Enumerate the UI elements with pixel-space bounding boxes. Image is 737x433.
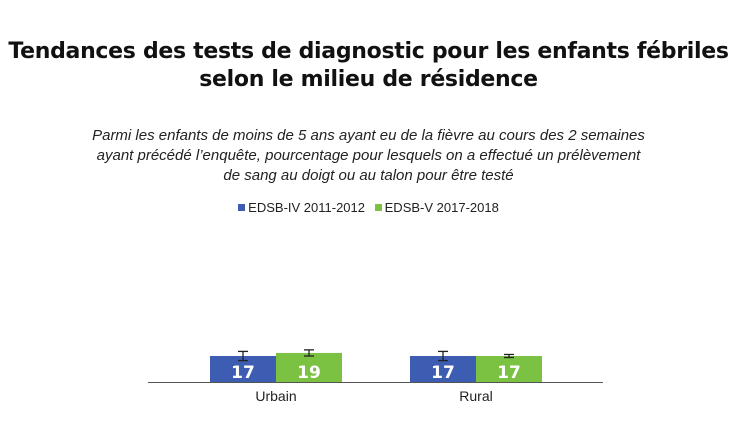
category-label-urbain: Urbain: [255, 388, 296, 404]
legend-item-series-1: EDSB-IV 2011-2012: [238, 199, 365, 217]
chart-title-line-1: Tendances des tests de diagnostic pour l…: [8, 39, 729, 64]
bar-value-label: 17: [231, 363, 255, 383]
legend-label-series-1: EDSB-IV 2011-2012: [248, 199, 366, 215]
chart-subtitle: Parmi les enfants de moins de 5 ans ayan…: [60, 126, 677, 186]
chart-title-line-2: selon le milieu de résidence: [199, 67, 538, 92]
bar-urbain-series-2: [276, 352, 342, 382]
chart-legend: EDSB-IV 2011-2012 EDSB-V 2017-2018: [0, 198, 737, 217]
bar-value-label: 17: [497, 363, 521, 383]
legend-label-series-2: EDSB-V 2017-2018: [384, 199, 499, 215]
bar-value-label: 19: [297, 363, 321, 383]
chart-subtitle-line-1: Parmi les enfants de moins de 5 ans ayan…: [92, 127, 645, 144]
legend-swatch-series-1: [238, 204, 246, 211]
bar-rural-series-2: [476, 356, 542, 382]
chart-subtitle-line-3: de sang au doigt ou au talon pour être t…: [223, 167, 514, 184]
bar-value-label: 17: [431, 363, 455, 383]
legend-swatch-series-2: [374, 204, 382, 211]
category-label-rural: Rural: [459, 388, 492, 404]
chart-subtitle-line-2: ayant précédé l’enquête, pourcentage pou…: [96, 147, 641, 164]
chart-title: Tendances des tests de diagnostic pour l…: [0, 38, 737, 94]
legend-item-series-2: EDSB-V 2017-2018: [374, 199, 499, 217]
